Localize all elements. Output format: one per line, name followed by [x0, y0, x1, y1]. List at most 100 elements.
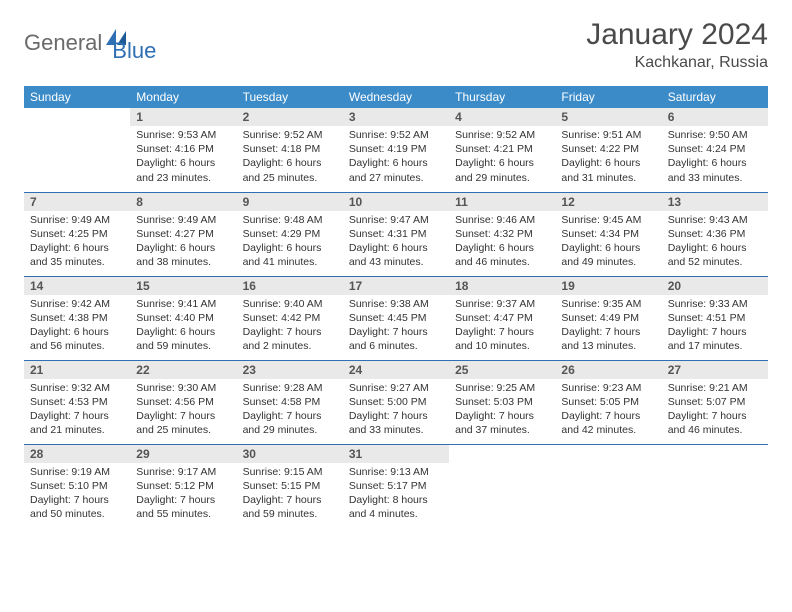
brand-logo: General Blue	[24, 18, 156, 64]
day-number: 31	[343, 445, 449, 463]
calendar-cell: 14Sunrise: 9:42 AMSunset: 4:38 PMDayligh…	[24, 276, 130, 360]
day-details: Sunrise: 9:13 AMSunset: 5:17 PMDaylight:…	[343, 463, 449, 526]
daylight-line: Daylight: 6 hours and 49 minutes.	[561, 241, 655, 269]
day-details: Sunrise: 9:49 AMSunset: 4:27 PMDaylight:…	[130, 211, 236, 274]
calendar-row: 21Sunrise: 9:32 AMSunset: 4:53 PMDayligh…	[24, 360, 768, 444]
day-number: 29	[130, 445, 236, 463]
day-number: 27	[662, 361, 768, 379]
sunrise-line: Sunrise: 9:27 AM	[349, 381, 443, 395]
day-details: Sunrise: 9:27 AMSunset: 5:00 PMDaylight:…	[343, 379, 449, 442]
daylight-line: Daylight: 7 hours and 13 minutes.	[561, 325, 655, 353]
weekday-header: Thursday	[449, 86, 555, 108]
day-number: 18	[449, 277, 555, 295]
daylight-line: Daylight: 7 hours and 10 minutes.	[455, 325, 549, 353]
daylight-line: Daylight: 7 hours and 59 minutes.	[243, 493, 337, 521]
sunset-line: Sunset: 4:34 PM	[561, 227, 655, 241]
daylight-line: Daylight: 8 hours and 4 minutes.	[349, 493, 443, 521]
calendar-cell: 28Sunrise: 9:19 AMSunset: 5:10 PMDayligh…	[24, 444, 130, 528]
sunrise-line: Sunrise: 9:15 AM	[243, 465, 337, 479]
calendar-cell: 2Sunrise: 9:52 AMSunset: 4:18 PMDaylight…	[237, 108, 343, 192]
calendar-cell: 27Sunrise: 9:21 AMSunset: 5:07 PMDayligh…	[662, 360, 768, 444]
calendar-row: .1Sunrise: 9:53 AMSunset: 4:16 PMDayligh…	[24, 108, 768, 192]
day-details: Sunrise: 9:32 AMSunset: 4:53 PMDaylight:…	[24, 379, 130, 442]
calendar-cell: 24Sunrise: 9:27 AMSunset: 5:00 PMDayligh…	[343, 360, 449, 444]
sunrise-line: Sunrise: 9:40 AM	[243, 297, 337, 311]
daylight-line: Daylight: 6 hours and 41 minutes.	[243, 241, 337, 269]
calendar-cell: 31Sunrise: 9:13 AMSunset: 5:17 PMDayligh…	[343, 444, 449, 528]
day-number: 19	[555, 277, 661, 295]
daylight-line: Daylight: 6 hours and 27 minutes.	[349, 156, 443, 184]
daylight-line: Daylight: 6 hours and 38 minutes.	[136, 241, 230, 269]
calendar-cell: .	[449, 444, 555, 528]
day-number: 10	[343, 193, 449, 211]
day-details: Sunrise: 9:52 AMSunset: 4:21 PMDaylight:…	[449, 126, 555, 189]
sunrise-line: Sunrise: 9:33 AM	[668, 297, 762, 311]
day-number: 22	[130, 361, 236, 379]
calendar-cell: 7Sunrise: 9:49 AMSunset: 4:25 PMDaylight…	[24, 192, 130, 276]
calendar-cell: 4Sunrise: 9:52 AMSunset: 4:21 PMDaylight…	[449, 108, 555, 192]
sunset-line: Sunset: 4:45 PM	[349, 311, 443, 325]
sunset-line: Sunset: 5:00 PM	[349, 395, 443, 409]
day-details: Sunrise: 9:50 AMSunset: 4:24 PMDaylight:…	[662, 126, 768, 189]
sunrise-line: Sunrise: 9:46 AM	[455, 213, 549, 227]
sunrise-line: Sunrise: 9:32 AM	[30, 381, 124, 395]
sunrise-line: Sunrise: 9:52 AM	[455, 128, 549, 142]
calendar-cell: 29Sunrise: 9:17 AMSunset: 5:12 PMDayligh…	[130, 444, 236, 528]
sunset-line: Sunset: 4:53 PM	[30, 395, 124, 409]
weekday-header-row: SundayMondayTuesdayWednesdayThursdayFrid…	[24, 86, 768, 108]
brand-name-2: Blue	[112, 22, 156, 64]
day-number: 9	[237, 193, 343, 211]
weekday-header: Monday	[130, 86, 236, 108]
day-details: Sunrise: 9:30 AMSunset: 4:56 PMDaylight:…	[130, 379, 236, 442]
day-details: Sunrise: 9:43 AMSunset: 4:36 PMDaylight:…	[662, 211, 768, 274]
daylight-line: Daylight: 6 hours and 23 minutes.	[136, 156, 230, 184]
sunset-line: Sunset: 4:22 PM	[561, 142, 655, 156]
day-details: Sunrise: 9:25 AMSunset: 5:03 PMDaylight:…	[449, 379, 555, 442]
day-details: Sunrise: 9:21 AMSunset: 5:07 PMDaylight:…	[662, 379, 768, 442]
calendar-cell: 9Sunrise: 9:48 AMSunset: 4:29 PMDaylight…	[237, 192, 343, 276]
daylight-line: Daylight: 7 hours and 25 minutes.	[136, 409, 230, 437]
sunset-line: Sunset: 4:18 PM	[243, 142, 337, 156]
sunrise-line: Sunrise: 9:21 AM	[668, 381, 762, 395]
day-number: 26	[555, 361, 661, 379]
daylight-line: Daylight: 6 hours and 43 minutes.	[349, 241, 443, 269]
calendar-cell: 26Sunrise: 9:23 AMSunset: 5:05 PMDayligh…	[555, 360, 661, 444]
sunrise-line: Sunrise: 9:41 AM	[136, 297, 230, 311]
sunrise-line: Sunrise: 9:48 AM	[243, 213, 337, 227]
sunrise-line: Sunrise: 9:19 AM	[30, 465, 124, 479]
calendar-cell: 8Sunrise: 9:49 AMSunset: 4:27 PMDaylight…	[130, 192, 236, 276]
sunset-line: Sunset: 4:16 PM	[136, 142, 230, 156]
daylight-line: Daylight: 6 hours and 31 minutes.	[561, 156, 655, 184]
sunrise-line: Sunrise: 9:52 AM	[243, 128, 337, 142]
day-number: 24	[343, 361, 449, 379]
day-number: 1	[130, 108, 236, 126]
day-details: Sunrise: 9:35 AMSunset: 4:49 PMDaylight:…	[555, 295, 661, 358]
weekday-header: Friday	[555, 86, 661, 108]
sunrise-line: Sunrise: 9:35 AM	[561, 297, 655, 311]
sunrise-line: Sunrise: 9:49 AM	[30, 213, 124, 227]
day-details: Sunrise: 9:46 AMSunset: 4:32 PMDaylight:…	[449, 211, 555, 274]
sunset-line: Sunset: 4:32 PM	[455, 227, 549, 241]
day-number: 7	[24, 193, 130, 211]
daylight-line: Daylight: 6 hours and 56 minutes.	[30, 325, 124, 353]
day-details: Sunrise: 9:49 AMSunset: 4:25 PMDaylight:…	[24, 211, 130, 274]
sunrise-line: Sunrise: 9:30 AM	[136, 381, 230, 395]
calendar-cell: 3Sunrise: 9:52 AMSunset: 4:19 PMDaylight…	[343, 108, 449, 192]
day-details: Sunrise: 9:41 AMSunset: 4:40 PMDaylight:…	[130, 295, 236, 358]
day-number: 11	[449, 193, 555, 211]
day-details: Sunrise: 9:52 AMSunset: 4:18 PMDaylight:…	[237, 126, 343, 189]
calendar-cell: 23Sunrise: 9:28 AMSunset: 4:58 PMDayligh…	[237, 360, 343, 444]
calendar-cell: 6Sunrise: 9:50 AMSunset: 4:24 PMDaylight…	[662, 108, 768, 192]
calendar-cell: 10Sunrise: 9:47 AMSunset: 4:31 PMDayligh…	[343, 192, 449, 276]
daylight-line: Daylight: 6 hours and 33 minutes.	[668, 156, 762, 184]
day-number: 5	[555, 108, 661, 126]
calendar-cell: 16Sunrise: 9:40 AMSunset: 4:42 PMDayligh…	[237, 276, 343, 360]
day-number: 30	[237, 445, 343, 463]
weekday-header: Tuesday	[237, 86, 343, 108]
sunset-line: Sunset: 4:25 PM	[30, 227, 124, 241]
daylight-line: Daylight: 6 hours and 59 minutes.	[136, 325, 230, 353]
calendar-cell: 18Sunrise: 9:37 AMSunset: 4:47 PMDayligh…	[449, 276, 555, 360]
calendar-cell: 17Sunrise: 9:38 AMSunset: 4:45 PMDayligh…	[343, 276, 449, 360]
sunrise-line: Sunrise: 9:38 AM	[349, 297, 443, 311]
day-number: 17	[343, 277, 449, 295]
